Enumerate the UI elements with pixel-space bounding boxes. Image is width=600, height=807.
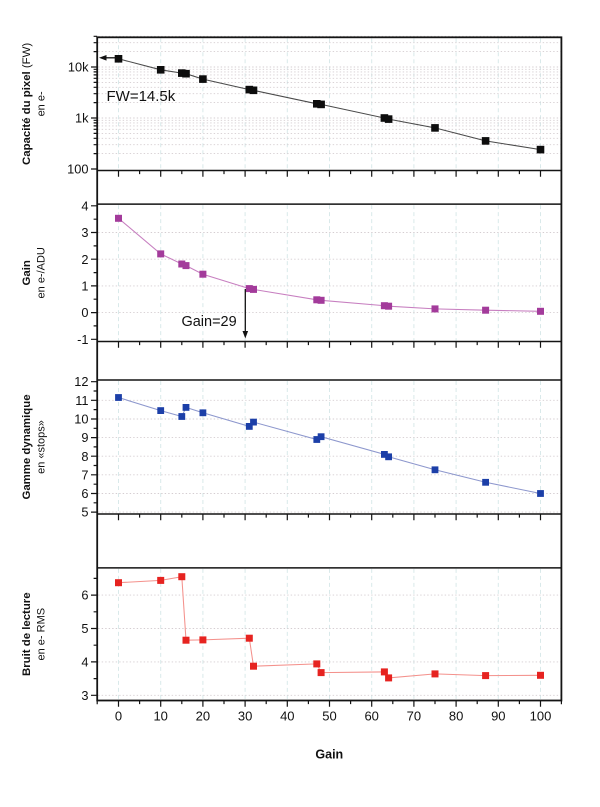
- svg-text:Gain=29: Gain=29: [181, 314, 236, 330]
- svg-text:12: 12: [74, 374, 88, 389]
- svg-text:100: 100: [67, 162, 88, 177]
- svg-text:40: 40: [280, 709, 294, 724]
- svg-text:-1: -1: [77, 332, 88, 347]
- svg-text:30: 30: [238, 709, 252, 724]
- svg-text:7: 7: [81, 467, 88, 482]
- svg-text:0: 0: [81, 305, 88, 320]
- svg-text:80: 80: [449, 709, 463, 724]
- svg-text:Gain: Gain: [315, 748, 343, 762]
- svg-text:Gain: Gain: [21, 260, 33, 285]
- svg-text:10: 10: [74, 412, 88, 427]
- svg-text:en e-/ADU: en e-/ADU: [36, 247, 48, 298]
- svg-text:Gamme dynamique: Gamme dynamique: [21, 394, 33, 499]
- svg-text:4: 4: [81, 198, 88, 213]
- svg-text:6: 6: [81, 486, 88, 501]
- svg-text:1: 1: [81, 278, 88, 293]
- svg-text:en e- RMS: en e- RMS: [36, 608, 48, 661]
- svg-text:3: 3: [81, 225, 88, 240]
- svg-text:0: 0: [115, 709, 122, 724]
- svg-text:70: 70: [407, 709, 421, 724]
- svg-text:1k: 1k: [75, 111, 89, 126]
- svg-text:10k: 10k: [68, 60, 89, 75]
- svg-text:Bruit de lecture: Bruit de lecture: [21, 592, 33, 676]
- svg-text:10: 10: [153, 709, 167, 724]
- svg-text:3: 3: [81, 688, 88, 703]
- svg-text:6: 6: [81, 588, 88, 603]
- svg-text:8: 8: [81, 449, 88, 464]
- svg-text:90: 90: [491, 709, 505, 724]
- svg-text:9: 9: [81, 430, 88, 445]
- svg-text:2: 2: [81, 252, 88, 267]
- svg-text:11: 11: [75, 393, 88, 408]
- svg-text:20: 20: [196, 709, 210, 724]
- svg-text:en e-: en e-: [36, 91, 48, 116]
- svg-text:5: 5: [81, 621, 88, 636]
- svg-text:en «stops»: en «stops»: [36, 420, 48, 474]
- svg-text:60: 60: [364, 709, 378, 724]
- svg-text:Capacité du pixel (FW): Capacité du pixel (FW): [21, 43, 33, 165]
- svg-text:5: 5: [81, 505, 88, 520]
- svg-text:50: 50: [322, 709, 336, 724]
- svg-text:FW=14.5k: FW=14.5k: [107, 88, 176, 105]
- svg-text:100: 100: [530, 709, 552, 724]
- svg-text:4: 4: [81, 654, 88, 669]
